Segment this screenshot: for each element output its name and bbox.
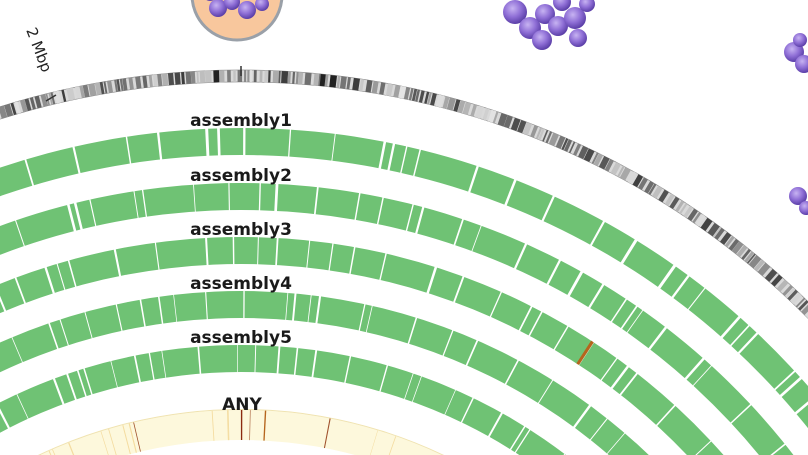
bacteria-cluster-right	[784, 33, 808, 215]
ideogram-segment	[254, 70, 257, 82]
assembly-gap	[243, 127, 245, 156]
ideogram-segment	[186, 72, 192, 84]
track-label-assembly3: assembly3	[190, 220, 292, 240]
ideogram-segment	[200, 71, 206, 83]
assembly-rings	[0, 127, 808, 455]
mbp-label: 2 Mbp	[22, 25, 55, 75]
bacteria-cluster-top	[503, 0, 595, 50]
track-label-any: ANY	[222, 395, 262, 415]
ideogram-segment	[244, 70, 246, 82]
track-label-assembly4: assembly4	[190, 274, 292, 294]
ideogram-segment	[227, 70, 231, 82]
ideogram-segment	[205, 71, 212, 83]
ideogram-segment	[247, 70, 249, 82]
track-label-assembly2: assembly2	[190, 166, 292, 186]
ideogram-segment	[260, 70, 263, 82]
ideogram-dark-band	[213, 70, 219, 82]
ideogram-segment	[233, 70, 236, 82]
assembly-ring-1	[0, 127, 808, 455]
ideogram-segment	[281, 71, 288, 83]
ideogram-segment	[304, 73, 311, 85]
assembly-band	[0, 128, 808, 455]
ideogram-segment	[273, 71, 279, 83]
ideogram-segment	[191, 71, 196, 83]
assembly-gap	[243, 290, 244, 319]
ideogram-segment	[298, 72, 303, 84]
logo-circle	[192, 0, 282, 40]
track-label-assembly5: assembly5	[190, 328, 292, 348]
track-label-assembly1: assembly1	[190, 111, 292, 131]
ideogram-segment	[168, 73, 174, 85]
ideogram-segment	[264, 70, 268, 82]
ideogram-segment	[175, 72, 181, 84]
ideogram-segment	[268, 70, 271, 82]
ideogram-segment	[250, 70, 252, 82]
